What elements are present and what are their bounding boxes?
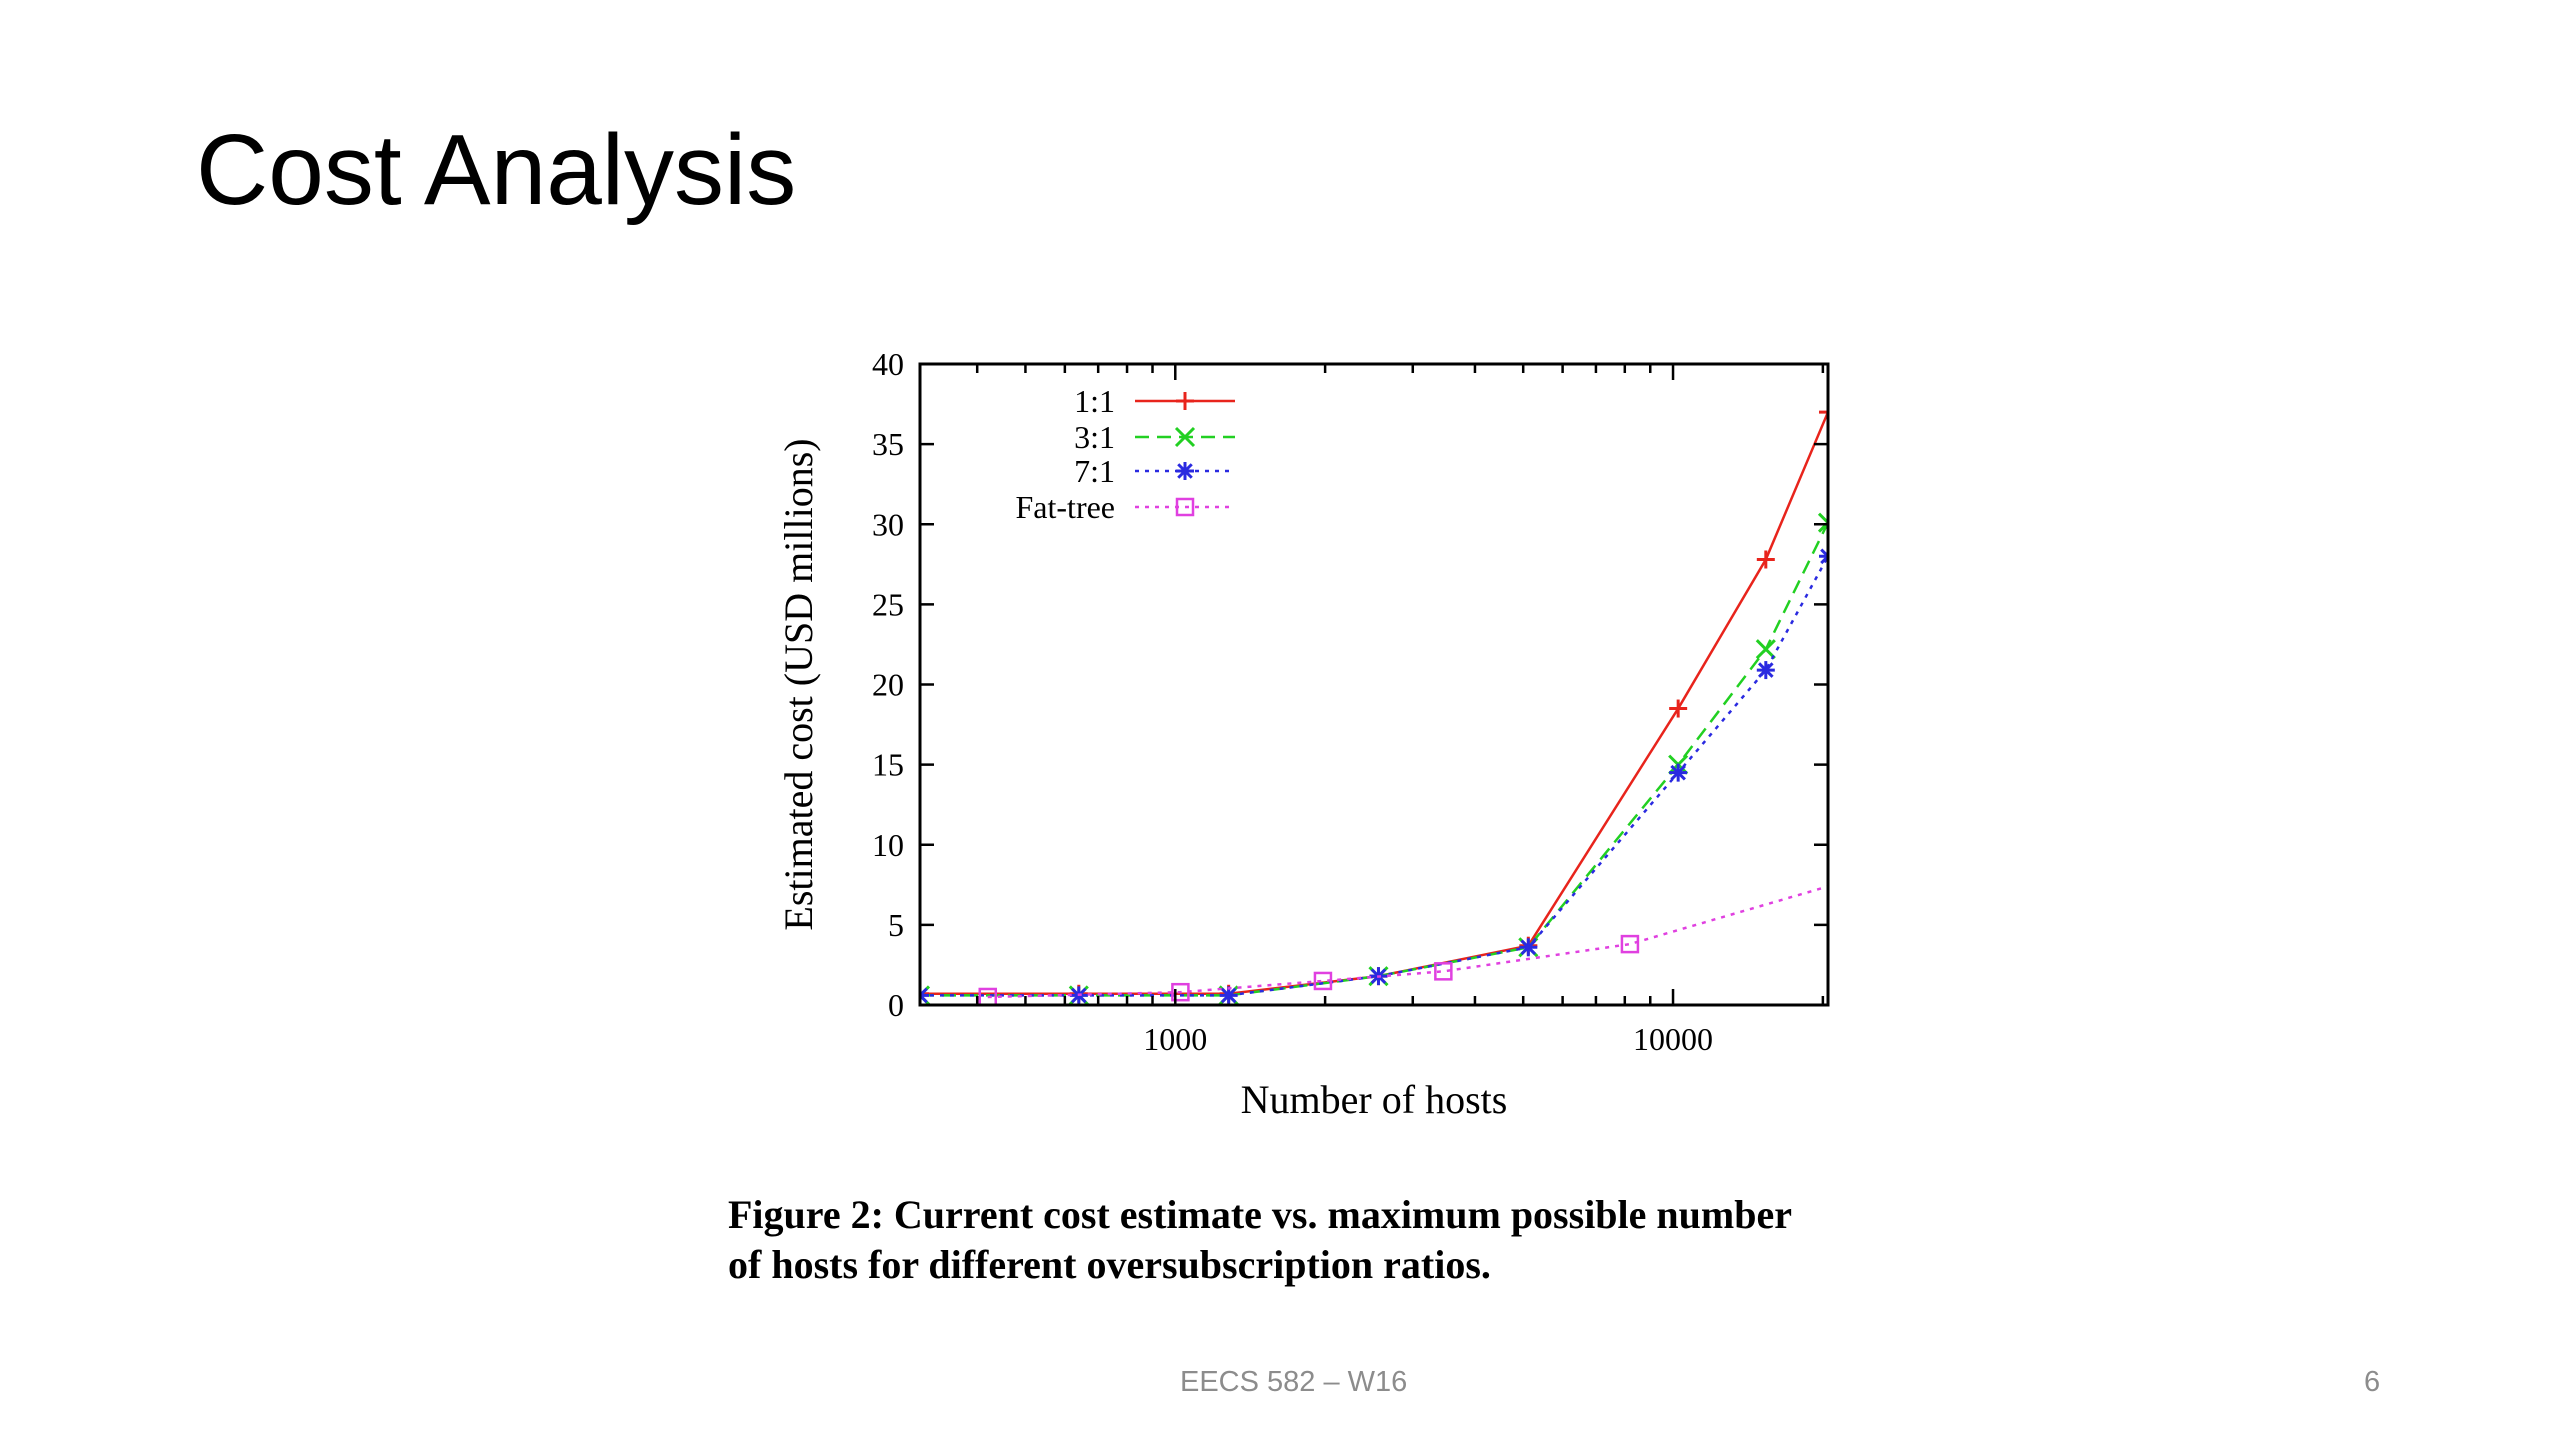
legend-marker bbox=[1175, 497, 1195, 517]
data-point bbox=[1817, 512, 1828, 533]
data-point bbox=[1669, 699, 1688, 718]
data-point bbox=[1669, 763, 1688, 782]
figure-caption: Figure 2: Current cost estimate vs. maxi… bbox=[728, 1190, 1968, 1290]
series-line-4 bbox=[987, 885, 1828, 999]
x-axis-label: Number of hosts bbox=[1241, 1077, 1508, 1122]
series-2 bbox=[920, 512, 1828, 1005]
legend-marker bbox=[1176, 392, 1194, 410]
caption-line-1: Figure 2: Current cost estimate vs. maxi… bbox=[728, 1192, 1792, 1237]
legend-marker bbox=[1174, 426, 1196, 448]
y-tick-label: 35 bbox=[872, 426, 904, 462]
y-axis-label: Estimated cost (USD millions) bbox=[776, 438, 821, 930]
tick-layer: 0 5 10 15 20 25 30 35 40 1000 10000 bbox=[872, 346, 1828, 1057]
data-point bbox=[1819, 403, 1828, 422]
data-point bbox=[1755, 639, 1776, 660]
data-point bbox=[1756, 661, 1775, 680]
x-tick-label: 10000 bbox=[1633, 1021, 1713, 1057]
data-point bbox=[1313, 971, 1333, 991]
caption-line-2: of hosts for different oversubscription … bbox=[728, 1242, 1491, 1287]
data-point bbox=[1519, 938, 1538, 957]
y-tick-label: 25 bbox=[872, 586, 904, 622]
y-tick-label: 40 bbox=[872, 346, 904, 382]
series-line-2 bbox=[920, 522, 1828, 997]
x-tick-label: 1000 bbox=[1143, 1021, 1207, 1057]
data-point bbox=[1819, 547, 1828, 566]
legend-marker bbox=[1176, 462, 1194, 480]
data-point bbox=[920, 986, 929, 1005]
legend-label: 3:1 bbox=[1074, 419, 1115, 455]
legend-label: 1:1 bbox=[1074, 383, 1115, 419]
y-tick-label: 15 bbox=[872, 747, 904, 783]
data-point bbox=[920, 984, 929, 1003]
slide-title: Cost Analysis bbox=[196, 114, 797, 226]
page-number: 6 bbox=[2364, 1366, 2381, 1398]
data-point bbox=[1620, 934, 1640, 954]
data-point bbox=[1434, 962, 1453, 981]
series-4 bbox=[978, 885, 1828, 1005]
data-point bbox=[1756, 550, 1775, 569]
legend-label: 7:1 bbox=[1074, 453, 1115, 489]
y-tick-label: 0 bbox=[888, 987, 904, 1023]
data-point bbox=[1171, 982, 1190, 1002]
y-tick-label: 30 bbox=[872, 506, 904, 542]
series-layer bbox=[920, 403, 1828, 1005]
series-3 bbox=[920, 547, 1828, 1005]
legend-label: Fat-tree bbox=[1016, 489, 1116, 525]
series-line-3 bbox=[920, 555, 1828, 997]
y-tick-label: 10 bbox=[872, 827, 904, 863]
footer-text: EECS 582 – W16 bbox=[1180, 1366, 1408, 1398]
y-tick-label: 20 bbox=[872, 667, 904, 703]
y-tick-label: 5 bbox=[888, 907, 904, 943]
